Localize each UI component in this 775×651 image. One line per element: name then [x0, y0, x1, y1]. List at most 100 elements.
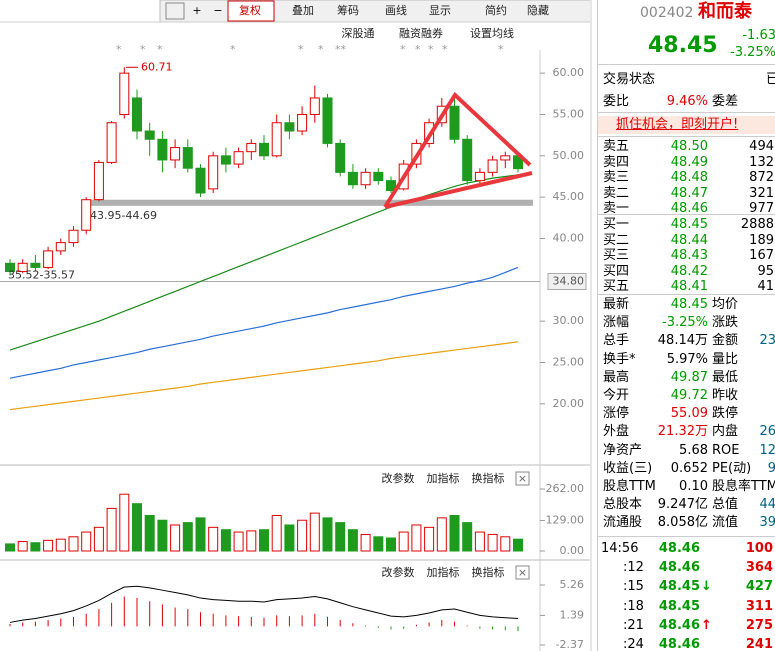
minus-icon[interactable]: − — [213, 4, 222, 17]
indicator-menu-item[interactable]: 改参数 — [382, 565, 415, 579]
svg-text:*: * — [116, 43, 122, 56]
volume-bar — [81, 531, 92, 552]
indicator-menu-item[interactable]: 加指标 — [427, 471, 460, 485]
event-stars: * * * * * * ** * * * * * — [116, 43, 504, 56]
volume-bar — [55, 538, 66, 552]
stat-value: 9.247亿 — [657, 497, 708, 513]
toolbar-button[interactable]: 复权 — [239, 3, 261, 17]
chart-menu-item[interactable]: 设置均线 — [470, 26, 514, 40]
close-button[interactable] — [515, 471, 530, 486]
candle-body — [246, 142, 257, 153]
tick-time: :24 — [623, 637, 644, 651]
svg-text:*: * — [442, 43, 448, 56]
candle-body — [144, 130, 155, 140]
book-volume: 132 — [749, 154, 774, 170]
chart-menu-item[interactable]: 融资融券 — [399, 26, 443, 40]
stat-label: 金额 — [712, 333, 739, 349]
plus-icon[interactable]: + — [192, 4, 201, 17]
book-label: 买三 — [603, 248, 630, 263]
volume-bar — [271, 515, 282, 552]
close-icon[interactable]: × — [518, 566, 527, 579]
candle-body — [157, 138, 168, 161]
tick-time: :21 — [623, 617, 644, 633]
stat-label: 总值 — [712, 497, 739, 513]
stat-label: 最新 — [603, 297, 630, 312]
y-tick-label: -2.37 — [556, 638, 584, 651]
volume-bar — [335, 522, 346, 552]
close-icon[interactable]: × — [518, 472, 527, 485]
stat-value: 9 — [768, 461, 775, 477]
volume-bar — [170, 524, 181, 552]
volume-bar — [119, 493, 130, 552]
candle-body — [347, 171, 358, 186]
volume-bar — [233, 531, 244, 552]
candle-body — [500, 155, 511, 161]
tick-volume: 364 — [745, 560, 773, 576]
stat-label: 流通股 — [603, 515, 643, 531]
y-tick-label: 1.39 — [560, 608, 585, 621]
y-tick-label: 50.00 — [553, 149, 585, 162]
stat-value: 44 — [759, 497, 775, 513]
toolbar-button[interactable]: 显示 — [429, 4, 451, 17]
candle-body — [208, 155, 219, 190]
toolbar-button[interactable]: 简约 — [485, 3, 507, 17]
stat-value: 0.10 — [679, 479, 708, 494]
indicator-menu-item[interactable]: 加指标 — [427, 565, 460, 579]
tick-time: :12 — [623, 560, 644, 576]
indicator-menu-item[interactable]: 换指标 — [472, 471, 505, 485]
stat-label: 流值 — [712, 515, 739, 531]
toolbar-button[interactable]: 筹码 — [337, 3, 359, 17]
book-label: 卖三 — [603, 170, 630, 185]
stat-value: 0.652 — [670, 460, 708, 476]
candle-body — [462, 138, 473, 182]
svg-text:*: * — [400, 43, 406, 56]
candle-body — [106, 122, 117, 163]
moving-average — [9, 266, 519, 379]
y-tick-label: 262.00 — [546, 482, 585, 495]
volume-bar — [132, 503, 142, 552]
open-account-link[interactable]: 抓住机会，即刻开户! — [616, 117, 739, 132]
toolbar-button[interactable]: 叠加 — [292, 4, 314, 17]
svg-text:*: * — [318, 43, 324, 56]
volume-bar — [309, 512, 320, 552]
book-price: 48.46 — [670, 201, 708, 216]
chart-menu-item[interactable]: 深股通 — [342, 27, 375, 40]
candle-body — [309, 97, 320, 115]
book-volume: 321 — [749, 185, 774, 201]
stat-label: 跌停 — [712, 406, 739, 422]
stat-value: 49.72 — [670, 388, 708, 403]
label: 交易状态 — [603, 72, 656, 87]
close-button[interactable] — [515, 565, 530, 580]
chart-area: + − * * * * * * ** * * * * * × × 60.0055.0050.0045.… — [0, 0, 592, 651]
stat-label: PE(动) — [712, 460, 752, 476]
annotation: 43.95-44.69 — [90, 209, 157, 222]
annotation: 35.52-35.57 — [8, 269, 75, 282]
tick-volume: 275 — [745, 617, 773, 633]
tick-price: 48.46 — [658, 541, 700, 556]
indicator-menu-item[interactable]: 改参数 — [382, 471, 415, 485]
stat-value: 55.09 — [670, 406, 708, 422]
splitter[interactable] — [590, 0, 592, 651]
stat-label: 最低 — [712, 369, 739, 385]
stat-label: 收益(三) — [603, 460, 653, 476]
candle-body — [81, 199, 92, 231]
toolbar-button[interactable]: 画线 — [385, 3, 407, 17]
book-label: 买一 — [603, 217, 630, 232]
stat-value: 23 — [759, 333, 775, 349]
stock-code: 002402 — [640, 5, 694, 21]
book-label: 买五 — [603, 279, 630, 294]
toolbar-button[interactable]: 隐藏 — [527, 4, 549, 17]
indicator-menu-item[interactable]: 换指标 — [472, 565, 505, 579]
volume-bar — [474, 531, 485, 552]
tick-price: 48.45 — [658, 598, 700, 614]
candle-body — [182, 147, 193, 169]
svg-text:*: * — [157, 43, 163, 56]
volume-bar — [462, 522, 473, 552]
moving-average — [9, 341, 519, 411]
candle-body — [233, 151, 244, 165]
svg-text:*: * — [230, 43, 236, 56]
lock-icon[interactable] — [165, 2, 185, 20]
candle-body — [297, 113, 308, 132]
stat-label: ROE — [712, 442, 740, 458]
triangle-annotation — [383, 91, 532, 209]
